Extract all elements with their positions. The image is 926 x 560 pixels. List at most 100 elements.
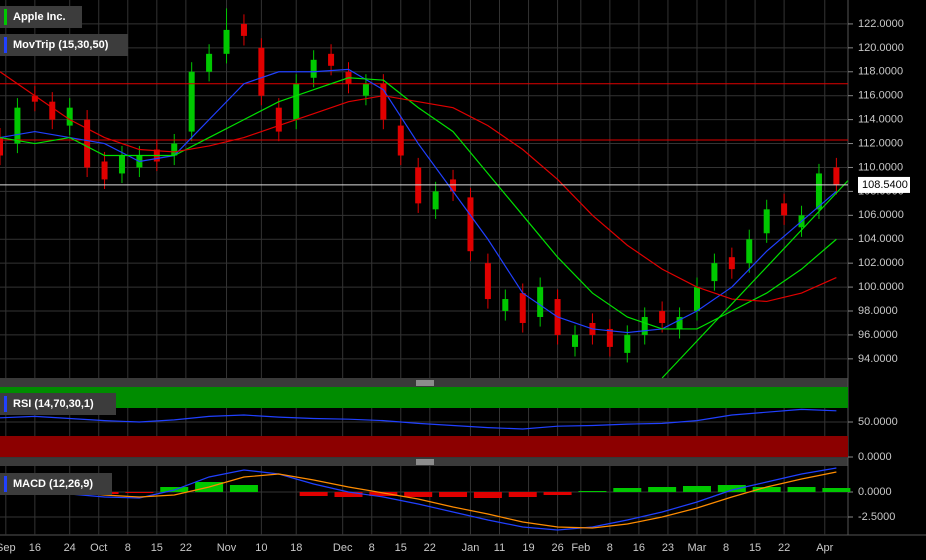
x-tick-label: 18 xyxy=(290,542,302,554)
candle-body xyxy=(84,119,91,168)
candle-body xyxy=(484,263,491,300)
candle-body xyxy=(101,161,108,180)
candle-body xyxy=(293,83,300,120)
x-tick-label: 10 xyxy=(255,542,267,554)
macd-line xyxy=(0,467,837,531)
candle-body xyxy=(537,287,544,317)
candle-body xyxy=(275,107,282,132)
macd-line xyxy=(0,471,837,529)
x-tick-label: 15 xyxy=(749,542,761,554)
histogram-bar xyxy=(613,488,642,492)
y-tick-label: 96.0000 xyxy=(858,329,898,341)
candle-body xyxy=(397,125,404,156)
candle-body xyxy=(14,107,21,144)
y-tick-label: 50.0000 xyxy=(858,416,898,428)
x-tick-label: Dec xyxy=(333,542,353,554)
y-tick-label: 112.0000 xyxy=(858,137,903,149)
legend-swatch xyxy=(4,37,7,53)
histogram-bar xyxy=(648,487,677,492)
x-tick-label: Feb xyxy=(571,542,590,554)
candle-body xyxy=(118,155,125,174)
histogram-bar xyxy=(404,492,433,497)
candle-body xyxy=(223,29,230,54)
x-tick-label: Oct xyxy=(90,542,107,554)
x-tick-label: 8 xyxy=(607,542,613,554)
histogram-bar xyxy=(787,487,816,492)
candle-body xyxy=(432,191,439,210)
last-price-box xyxy=(858,176,910,193)
moving-average xyxy=(0,68,837,334)
trendline xyxy=(661,180,849,379)
moving-average xyxy=(0,77,837,330)
candle-body xyxy=(676,316,683,329)
legend-swatch xyxy=(4,396,7,412)
x-tick-label: Apr xyxy=(816,542,833,554)
histogram-bar xyxy=(822,488,851,492)
histogram-bar xyxy=(682,486,711,492)
y-tick-label: -2.5000 xyxy=(858,511,895,523)
legend-label: MACD (12,26,9) xyxy=(13,478,93,490)
candle-body xyxy=(240,23,247,36)
x-tick-label: 8 xyxy=(723,542,729,554)
rsi-line xyxy=(0,408,837,430)
y-tick-label: 104.0000 xyxy=(858,233,904,245)
last-price-label: 108.5400 xyxy=(862,179,908,191)
legend-label: Apple Inc. xyxy=(13,11,66,23)
candle-body xyxy=(0,137,3,156)
y-tick-label: 110.0000 xyxy=(858,161,903,173)
candle-body xyxy=(781,203,788,216)
candle-body xyxy=(502,299,509,312)
y-tick-label: 94.0000 xyxy=(858,353,898,365)
candle-body xyxy=(258,47,265,96)
histogram-bar xyxy=(473,492,502,498)
y-tick-label: 98.0000 xyxy=(858,305,898,317)
candle-body xyxy=(833,167,840,185)
legend-label: RSI (14,70,30,1) xyxy=(13,398,94,410)
histogram-bar xyxy=(508,492,537,497)
x-tick-label: 8 xyxy=(369,542,375,554)
histogram-bar xyxy=(369,492,398,496)
x-tick-label: Mar xyxy=(688,542,707,554)
candle-body xyxy=(31,95,38,102)
legend-label: MovTrip (15,30,50) xyxy=(13,39,109,51)
candle-body xyxy=(624,334,631,353)
histogram-bar xyxy=(543,492,572,495)
candle-body xyxy=(66,107,73,126)
candle-body xyxy=(310,59,317,78)
x-tick-label: Jan xyxy=(462,542,480,554)
x-tick-label: 22 xyxy=(180,542,192,554)
candle-body xyxy=(49,101,56,120)
candle-body xyxy=(693,287,700,312)
legend-swatch xyxy=(4,476,7,492)
candle-body xyxy=(815,173,822,210)
x-tick-label: 23 xyxy=(662,542,674,554)
histogram-bar xyxy=(439,492,468,497)
candle-body xyxy=(763,209,770,234)
x-tick-label: 24 xyxy=(64,542,76,554)
x-tick-label: 26 xyxy=(551,542,563,554)
y-tick-label: 102.0000 xyxy=(858,257,904,269)
histogram-bar xyxy=(578,491,607,492)
candle-body xyxy=(659,311,666,323)
y-tick-label: 116.0000 xyxy=(858,90,903,102)
candle-body xyxy=(380,83,387,120)
histogram-bar xyxy=(125,492,154,493)
x-tick-label: 15 xyxy=(395,542,407,554)
y-tick-label: 0.0000 xyxy=(858,486,892,498)
legend-box xyxy=(0,6,82,28)
x-tick-label: Sep xyxy=(0,542,16,554)
candle-body xyxy=(362,83,369,96)
rsi-band xyxy=(0,436,848,457)
legend-box xyxy=(0,393,116,415)
moving-average xyxy=(0,71,837,303)
y-tick-label: 120.0000 xyxy=(858,42,904,54)
splitter-grip xyxy=(416,380,434,465)
candle-body xyxy=(188,71,195,132)
histogram-bar xyxy=(752,487,781,492)
y-tick-label: 122.0000 xyxy=(858,18,904,30)
x-tick-label: 16 xyxy=(29,542,41,554)
x-tick-label: 22 xyxy=(778,542,790,554)
x-tick-label: 11 xyxy=(494,542,505,554)
